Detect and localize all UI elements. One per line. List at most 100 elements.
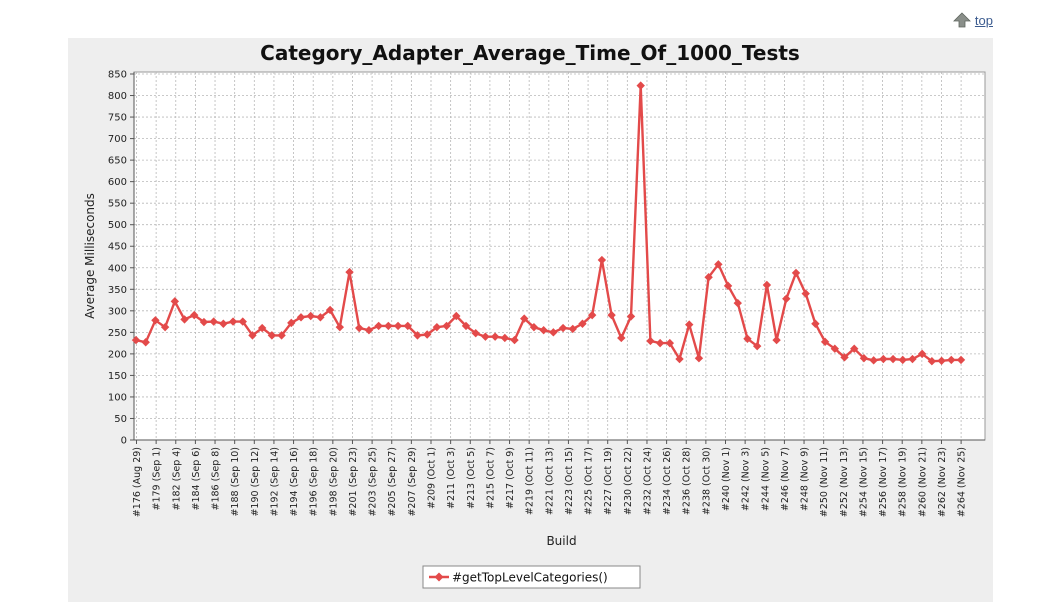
data-point: [160, 322, 170, 332]
y-tick-label: 200: [108, 349, 127, 360]
data-point: [257, 323, 267, 333]
y-tick-label: 700: [108, 134, 127, 145]
data-point: [413, 331, 422, 340]
data-point: [170, 297, 180, 306]
data-point: [471, 329, 480, 338]
x-tick-label: #201 (Sep 23): [348, 447, 359, 517]
x-tick-label: #252 (Nov 13): [839, 447, 850, 517]
x-tick-label: #196 (Sep 18): [309, 447, 320, 517]
x-tick-label: #217 (Oct 9): [505, 447, 516, 509]
y-tick-label: 450: [108, 242, 127, 253]
data-point: [626, 312, 636, 321]
data-point: [558, 323, 568, 333]
y-tick-label: 850: [108, 70, 127, 81]
data-point: [374, 321, 383, 331]
x-tick-label: #246 (Nov 7): [780, 447, 791, 511]
x-tick-label: #179 (Sep 1): [152, 447, 163, 511]
y-tick-label: 150: [108, 371, 127, 382]
x-tick-label: #203 (Sep 25): [368, 447, 379, 517]
x-tick-label: #207 (Sep 29): [407, 447, 418, 517]
y-tick-label: 650: [108, 156, 127, 167]
data-point: [151, 316, 160, 325]
data-point: [510, 335, 519, 345]
y-tick-label: 300: [108, 306, 127, 317]
y-tick-label: 750: [108, 113, 127, 124]
data-point: [762, 280, 772, 290]
data-point: [685, 320, 694, 329]
data-point: [277, 331, 286, 340]
x-tick-label: #248 (Nov 9): [800, 447, 811, 511]
x-tick-label: #244 (Nov 5): [760, 447, 771, 511]
x-tick-label: #219 (Oct 11): [525, 447, 536, 515]
data-point: [820, 337, 830, 347]
x-tick-label: #254 (Nov 15): [858, 447, 869, 517]
data-point: [500, 333, 510, 343]
data-point: [490, 332, 500, 341]
x-tick-label: #211 (Oct 3): [446, 447, 457, 509]
chart-panel: Category_Adapter_Average_Time_Of_1000_Te…: [68, 38, 993, 602]
legend: #getTopLevelCategories(): [422, 565, 641, 589]
x-tick-label: #262 (Nov 23): [937, 447, 948, 517]
y-tick-label: 100: [108, 392, 127, 403]
data-point: [888, 354, 898, 364]
data-point: [655, 338, 665, 348]
x-tick-label: #236 (Oct 28): [682, 447, 693, 515]
data-point: [869, 356, 878, 365]
data-point: [830, 344, 840, 353]
data-point: [325, 305, 335, 315]
data-point: [752, 341, 762, 351]
x-axis-label: Build: [546, 534, 576, 548]
data-point: [879, 354, 888, 364]
data-point: [228, 317, 238, 326]
data-point: [791, 268, 801, 278]
data-point: [801, 289, 810, 298]
y-axis-label: Average Milliseconds: [83, 193, 97, 319]
data-point: [908, 354, 917, 364]
x-tick-label: #186 (Sep 8): [211, 447, 222, 511]
data-point: [180, 315, 189, 324]
data-point: [947, 355, 956, 365]
data-point: [209, 317, 218, 326]
data-point: [898, 355, 907, 365]
chart-svg: Category_Adapter_Average_Time_Of_1000_Te…: [83, 41, 986, 589]
x-tick-label: #198 (Sep 20): [328, 447, 339, 517]
x-tick-label: #238 (Oct 30): [701, 447, 712, 515]
x-tick-label: #258 (Nov 19): [898, 447, 909, 517]
data-point: [481, 332, 490, 341]
x-tick-label: #242 (Nov 3): [741, 447, 752, 511]
x-tick-label: #225 (Oct 17): [584, 447, 595, 515]
y-tick-label: 250: [108, 328, 127, 339]
x-tick-label: #213 (Oct 5): [466, 447, 477, 509]
x-tick-label: #232 (Oct 24): [642, 447, 653, 515]
x-tick-label: #215 (Oct 7): [485, 447, 496, 509]
data-point: [694, 353, 704, 363]
x-tick-label: #192 (Sep 14): [269, 447, 280, 517]
data-point: [529, 322, 539, 332]
data-point: [956, 355, 966, 365]
data-point: [364, 326, 374, 335]
data-point: [442, 321, 451, 331]
data-point: [432, 322, 442, 332]
y-tick-label: 400: [108, 263, 127, 274]
x-tick-label: #223 (Oct 15): [564, 447, 575, 515]
y-tick-label: 500: [108, 220, 127, 231]
y-tick-label: 350: [108, 285, 127, 296]
data-point: [355, 323, 364, 333]
data-point: [850, 344, 859, 353]
data-point: [782, 294, 791, 303]
x-tick-label: #188 (Sep 10): [230, 447, 241, 517]
data-point: [840, 353, 849, 362]
x-tick-label: #240 (Nov 1): [721, 447, 732, 511]
data-point: [665, 338, 675, 348]
data-point: [743, 334, 752, 344]
data-point: [675, 354, 684, 364]
data-point: [927, 357, 937, 366]
x-tick-label: #256 (Nov 17): [878, 447, 889, 517]
top-link[interactable]: top: [952, 12, 993, 28]
data-point: [316, 313, 325, 322]
top-link-label: top: [974, 12, 993, 28]
chart-title: Category_Adapter_Average_Time_Of_1000_Te…: [260, 41, 800, 65]
x-tick-label: #190 (Sep 12): [250, 447, 261, 517]
x-tick-label: #234 (Oct 26): [662, 447, 673, 515]
x-tick-label: #182 (Sep 4): [171, 447, 182, 511]
